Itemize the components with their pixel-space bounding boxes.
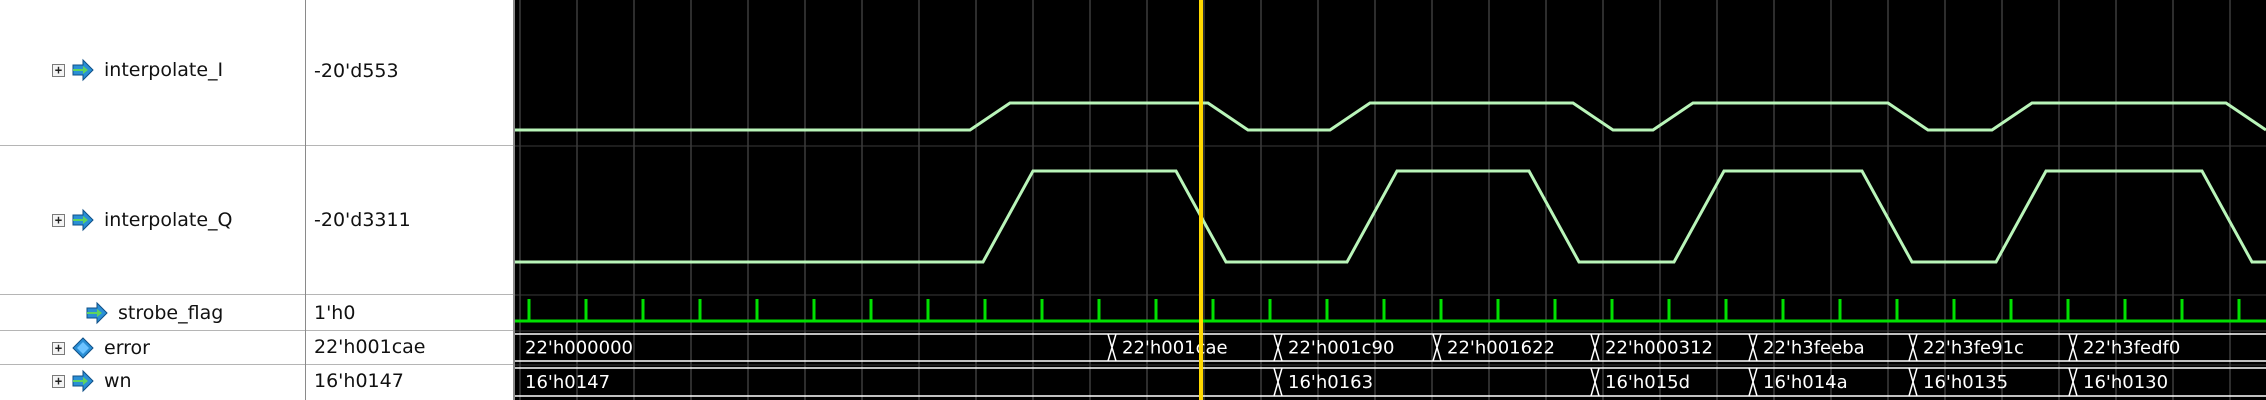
waveform-canvas[interactable]: 22'h000000 22'h001cae 22'h001c90 22'h001622… — [515, 0, 2266, 400]
signal-value-pane: -20'd553 -20'd3311 1'h0 22'h001cae 16'h0… — [306, 0, 515, 400]
bus-transition — [1273, 333, 1283, 362]
interpolate-i-trace — [515, 101, 2266, 132]
bus-transition — [1107, 333, 1117, 362]
diamond-icon — [72, 337, 94, 359]
wn-bus-value: 16'h0147 — [525, 372, 610, 393]
error-bus-value: 22'h3fedf0 — [2083, 338, 2180, 359]
signal-value: -20'd3311 — [314, 209, 411, 231]
wn-bus-value: 16'h0130 — [2083, 372, 2168, 393]
signal-name-pane: + interpolate_I + interpolate_Q — [0, 0, 306, 400]
bus-transition — [1748, 333, 1758, 362]
bus-arrow-icon — [72, 369, 94, 393]
interpolate-q-trace — [515, 169, 2266, 264]
error-bus-value: 22'h3feeba — [1763, 338, 1865, 359]
error-bus-trace: 22'h000000 22'h001cae 22'h001c90 22'h001622… — [515, 333, 2266, 362]
expand-interpolate-q-button[interactable]: + — [52, 213, 65, 227]
signal-value: 16'h0147 — [314, 370, 404, 392]
signal-name-label: wn — [104, 370, 132, 392]
signal-name-label: error — [104, 337, 150, 359]
value-row: -20'd553 — [306, 0, 513, 146]
signal-value: 22'h001cae — [314, 336, 426, 358]
wn-bus-value: 16'h0135 — [1923, 372, 2008, 393]
bus-transition — [1590, 367, 1600, 397]
strobe-flag-trace — [515, 299, 2266, 323]
error-bus-value: 22'h001cae — [1122, 338, 1228, 359]
signal-row-interpolate-q[interactable]: + interpolate_Q — [0, 146, 305, 295]
bus-transition — [2068, 333, 2078, 362]
value-row: -20'd3311 — [306, 146, 513, 295]
value-row: 16'h0147 — [306, 365, 513, 400]
signal-row-interpolate-i[interactable]: + interpolate_I — [0, 0, 305, 146]
error-bus-value: 22'h001622 — [1447, 338, 1555, 359]
signal-row-wn[interactable]: + wn — [0, 365, 305, 400]
error-bus-value: 22'h000000 — [525, 338, 633, 359]
expand-interpolate-i-button[interactable]: + — [52, 63, 65, 77]
waveform-pane[interactable]: 22'h000000 22'h001cae 22'h001c90 22'h001622… — [515, 0, 2266, 400]
bus-transition — [1908, 333, 1918, 362]
value-row: 22'h001cae — [306, 331, 513, 365]
signal-name-label: interpolate_Q — [104, 209, 233, 231]
bus-arrow-icon — [72, 208, 94, 232]
signal-name-label: interpolate_I — [104, 59, 224, 81]
bus-transition — [1590, 333, 1600, 362]
wn-bus-value: 16'h014a — [1763, 372, 1848, 393]
wn-bus-trace: 16'h0147 16'h0163 16'h015d 16'h014a 16'h0135… — [515, 367, 2266, 397]
wire-arrow-icon — [86, 301, 108, 325]
bus-transition — [1908, 367, 1918, 397]
error-bus-value: 22'h000312 — [1605, 338, 1713, 359]
bus-transition — [1432, 333, 1442, 362]
expand-error-button[interactable]: + — [52, 341, 65, 355]
error-bus-value: 22'h001c90 — [1288, 338, 1394, 359]
bus-transition — [1273, 367, 1283, 397]
value-row: 1'h0 — [306, 295, 513, 331]
signal-row-error[interactable]: + error — [0, 331, 305, 365]
signal-value: 1'h0 — [314, 302, 356, 324]
expand-wn-button[interactable]: + — [52, 374, 65, 388]
bus-transition — [1748, 367, 1758, 397]
signal-row-strobe-flag[interactable]: strobe_flag — [0, 295, 305, 331]
bus-transition — [2068, 367, 2078, 397]
wn-bus-value: 16'h015d — [1605, 372, 1690, 393]
signal-value: -20'd553 — [314, 60, 399, 82]
error-bus-value: 22'h3fe91c — [1923, 338, 2024, 359]
wn-bus-value: 16'h0163 — [1288, 372, 1373, 393]
signal-name-label: strobe_flag — [118, 302, 224, 324]
bus-arrow-icon — [72, 58, 94, 82]
